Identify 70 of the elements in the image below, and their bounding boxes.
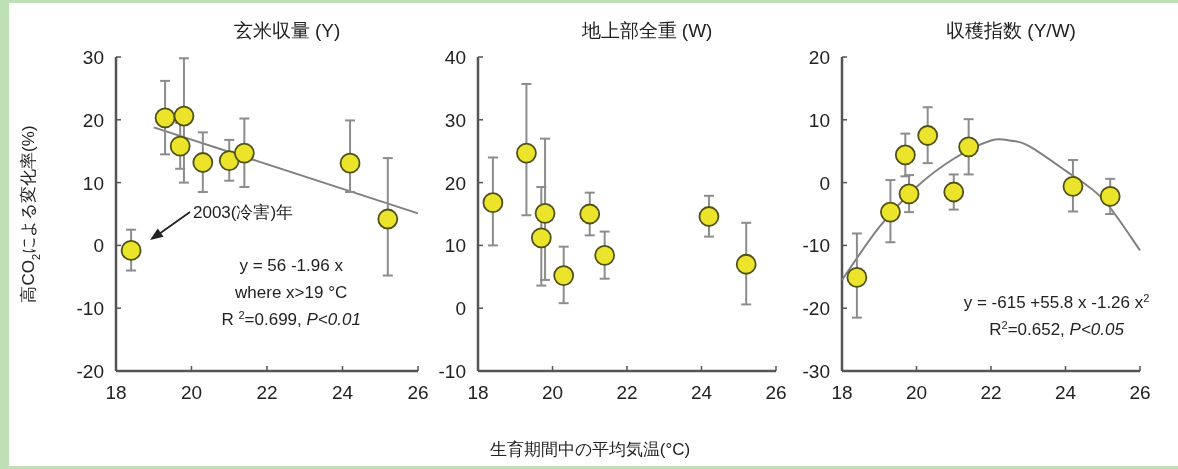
y-tick-label: 0 — [455, 298, 466, 320]
point — [192, 152, 214, 173]
point — [339, 152, 361, 174]
annotation: 2003(冷害)年 — [193, 203, 294, 222]
y-tick-label: 10 — [808, 109, 830, 131]
y-tick-label: 30 — [444, 109, 466, 131]
point — [1099, 186, 1121, 207]
y-tick-label: -10 — [438, 361, 466, 382]
point — [579, 203, 601, 225]
point — [894, 144, 916, 166]
x-tick-label: 20 — [905, 382, 928, 403]
x-tick-label: 20 — [541, 382, 564, 403]
point — [173, 105, 195, 127]
point — [120, 240, 142, 261]
x-tick-label: 18 — [105, 382, 127, 403]
point — [530, 227, 552, 249]
x-tick-label: 18 — [467, 382, 489, 403]
point — [1062, 175, 1084, 197]
point — [482, 192, 504, 214]
y-tick-label: -20 — [802, 298, 830, 320]
annotation: where x>19 °C — [234, 282, 348, 302]
y-tick-label: 10 — [82, 172, 104, 194]
y-tick-label: -20 — [76, 361, 104, 382]
annotation: y = -615 +55.8 x -1.26 x$^{2}$ — [963, 292, 1150, 313]
y-tick-label: 0 — [819, 172, 830, 194]
x-tick-label: 26 — [1129, 382, 1151, 403]
x-tick-label: 26 — [765, 382, 787, 403]
y-tick-label: 20 — [82, 109, 104, 131]
point — [233, 142, 255, 164]
y-tick-label: 20 — [444, 172, 466, 194]
point — [534, 202, 556, 224]
x-tick-label: 24 — [690, 382, 713, 403]
x-tick-label: 20 — [180, 382, 203, 403]
y-tick-label: -10 — [76, 298, 104, 320]
y-tick-label: 20 — [808, 47, 830, 68]
point — [377, 208, 399, 230]
chart-title: 玄米収量 (Y) — [233, 20, 341, 41]
y-tick-label: 40 — [444, 47, 466, 68]
annotation: R $^{2}$=0.699, P<0.01 — [221, 308, 361, 329]
annotation: y = 56 -1.96 x — [239, 255, 344, 275]
x-axis-title: 生育期間中の平均気温(°C) — [489, 440, 691, 459]
point — [880, 201, 901, 223]
point — [516, 142, 537, 164]
chart-title: 収穫指数 (Y/W) — [946, 20, 1076, 41]
x-tick-label: 26 — [407, 382, 429, 403]
point — [958, 136, 980, 158]
y-tick-label: -30 — [802, 361, 830, 382]
x-tick-label: 18 — [831, 382, 853, 403]
point — [943, 181, 965, 203]
x-tick-label: 22 — [980, 382, 1002, 403]
point — [735, 253, 757, 275]
x-tick-label: 22 — [256, 382, 278, 403]
y-tick-label: 30 — [82, 47, 104, 68]
point — [898, 183, 920, 205]
x-tick-label: 24 — [1054, 382, 1077, 403]
point — [218, 150, 240, 172]
y-tick-label: 10 — [444, 235, 466, 257]
y-tick-label: -10 — [802, 235, 830, 257]
point — [154, 107, 176, 129]
point — [594, 245, 616, 266]
point — [553, 265, 575, 286]
point — [698, 206, 720, 227]
x-tick-label: 24 — [331, 382, 354, 403]
point — [917, 125, 939, 146]
y-tick-label: 0 — [93, 235, 104, 257]
point — [846, 267, 868, 288]
chart-title: 地上部全重 (W) — [580, 20, 713, 41]
x-tick-label: 22 — [616, 382, 638, 403]
annotation: R$^{2}$=0.652, P<0.05 — [989, 319, 1125, 340]
point — [169, 135, 191, 157]
